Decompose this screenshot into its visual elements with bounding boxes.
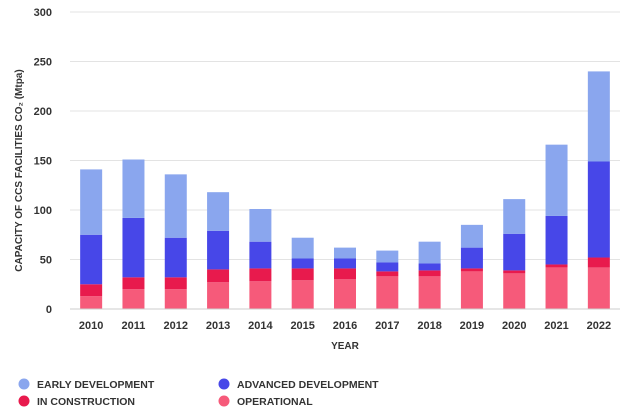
legend-swatch xyxy=(218,378,230,390)
legend-swatch xyxy=(18,395,30,407)
x-tick-label: 2020 xyxy=(502,320,526,332)
bar-segment-in-construction xyxy=(376,271,399,277)
y-tick-label: 250 xyxy=(34,57,52,69)
bar-segment-early-development xyxy=(503,199,526,234)
x-tick-label: 2015 xyxy=(290,320,314,332)
y-tick-label: 200 xyxy=(34,106,52,118)
bar-segment-early-development xyxy=(249,209,272,242)
bar-segment-operational xyxy=(376,276,399,309)
bar-segment-in-construction xyxy=(122,277,145,290)
bar-segment-advanced-development xyxy=(418,263,441,271)
bar-segment-in-construction xyxy=(418,270,441,277)
y-axis-ticks: 0 50 100 150 200 250 300 xyxy=(34,7,52,316)
y-tick-label: 300 xyxy=(34,7,52,19)
bar-segment-in-construction xyxy=(80,284,103,297)
bar-segment-operational xyxy=(164,289,187,309)
bar-segment-early-development xyxy=(291,237,314,259)
x-axis-ticks: 2010 2011 2012 2013 2014 2015 2016 2017 2018 2019… xyxy=(79,320,611,332)
bar-segment-operational xyxy=(291,280,314,309)
bar-segment-early-development xyxy=(334,247,356,259)
legend-label: EARLY DEVELOPMENT xyxy=(37,379,155,391)
legend-label: IN CONSTRUCTION xyxy=(37,396,135,408)
x-tick-label: 2016 xyxy=(333,320,357,332)
x-tick-label: 2019 xyxy=(460,320,484,332)
bar-segment-operational xyxy=(334,279,356,309)
x-tick-label: 2022 xyxy=(587,320,611,332)
bar-segment-advanced-development xyxy=(164,237,187,278)
bar-segment-in-construction xyxy=(164,277,187,290)
bar-segment-operational xyxy=(80,296,103,309)
bar-segment-operational xyxy=(503,273,526,309)
x-tick-label: 2017 xyxy=(375,320,399,332)
bar-segment-advanced-development xyxy=(460,247,483,269)
bar-segment-operational xyxy=(545,267,568,309)
legend-label: ADVANCED DEVELOPMENT xyxy=(237,379,379,391)
x-tick-label: 2013 xyxy=(206,320,230,332)
bar-segment-early-development xyxy=(122,159,145,218)
legend-swatch xyxy=(218,395,230,407)
bar-segment-operational xyxy=(249,281,272,309)
bar-segment-early-development xyxy=(376,250,399,263)
y-tick-label: 50 xyxy=(40,255,52,267)
bar-segment-early-development xyxy=(207,192,230,231)
bar-segment-early-development xyxy=(80,169,103,235)
gridlines xyxy=(70,11,620,260)
bar-segment-operational xyxy=(460,271,483,309)
bar-segment-operational xyxy=(587,267,610,309)
bar-segment-advanced-development xyxy=(503,233,526,271)
x-tick-label: 2018 xyxy=(417,320,441,332)
bar-segment-advanced-development xyxy=(207,230,230,270)
bar-segment-advanced-development xyxy=(80,234,103,285)
bar-segment-advanced-development xyxy=(334,258,356,269)
bar-segment-advanced-development xyxy=(545,215,568,265)
x-tick-label: 2014 xyxy=(248,320,273,332)
legend: EARLY DEVELOPMENT ADVANCED DEVELOPMENT IN … xyxy=(18,378,379,408)
x-tick-label: 2021 xyxy=(544,320,568,332)
bar-segment-in-construction xyxy=(291,268,314,281)
bar-segment-advanced-development xyxy=(587,161,610,258)
bar-segment-advanced-development xyxy=(376,262,399,272)
bar-segment-early-development xyxy=(460,224,483,248)
bar-segment-in-construction xyxy=(587,257,610,268)
bar-segment-early-development xyxy=(545,144,568,216)
y-tick-label: 100 xyxy=(34,205,52,217)
bar-segment-in-construction xyxy=(503,270,526,274)
bar-segment-early-development xyxy=(587,71,610,162)
x-tick-label: 2012 xyxy=(164,320,188,332)
bar-segment-advanced-development xyxy=(249,241,272,269)
bar-segment-early-development xyxy=(164,174,187,238)
bar-segment-advanced-development xyxy=(291,258,314,269)
bar-segment-in-construction xyxy=(249,268,272,282)
x-tick-label: 2011 xyxy=(122,320,146,332)
bar-segment-in-construction xyxy=(545,264,568,268)
bar-segment-in-construction xyxy=(460,268,483,272)
x-tick-label: 2010 xyxy=(79,320,103,332)
y-tick-label: 0 xyxy=(46,304,52,316)
x-axis-title: YEAR xyxy=(331,341,360,352)
bar-segment-in-construction xyxy=(207,269,230,283)
bar-segment-operational xyxy=(418,276,441,309)
bar-segment-early-development xyxy=(418,241,441,264)
y-axis-title: CAPACITY OF CCS FACILITIES CO₂ (Mtpa) xyxy=(14,69,25,271)
bar-segment-in-construction xyxy=(334,268,356,280)
bar-segment-operational xyxy=(122,289,145,309)
legend-label: OPERATIONAL xyxy=(237,396,313,408)
bar-segment-operational xyxy=(207,282,230,309)
y-tick-label: 150 xyxy=(34,156,52,168)
legend-swatch xyxy=(18,378,30,390)
bar-segment-advanced-development xyxy=(122,217,145,278)
bars xyxy=(80,71,610,309)
